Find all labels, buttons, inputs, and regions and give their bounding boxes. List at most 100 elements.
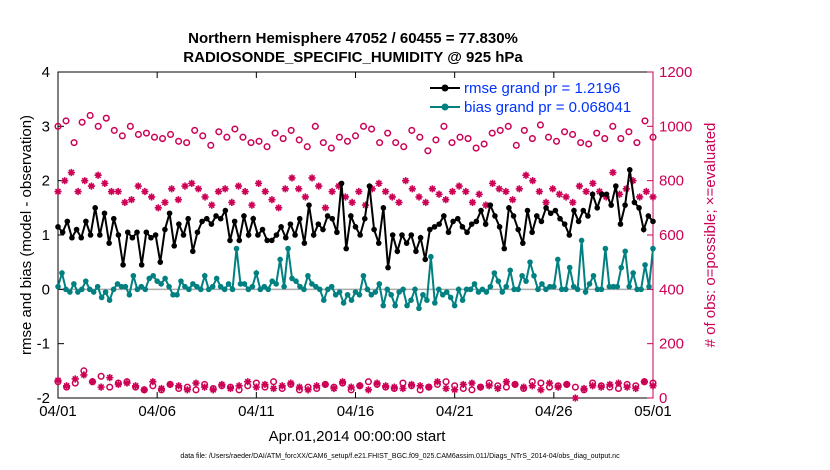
obs-possible-marker <box>62 117 70 125</box>
obs-evaluated-marker <box>355 187 363 196</box>
obs-evaluated-marker <box>252 383 260 391</box>
rmse-point <box>138 262 145 268</box>
bias-point <box>467 286 474 293</box>
bias-point <box>225 281 232 287</box>
bias-point <box>241 281 248 287</box>
obs-possible-marker <box>593 129 601 137</box>
bias-point <box>451 302 458 309</box>
rmse-point <box>199 218 205 225</box>
obs-possible-marker <box>601 135 609 143</box>
bias-point <box>265 286 272 293</box>
obs-evaluated-marker <box>214 187 223 196</box>
rmse-point <box>231 218 238 225</box>
bias-point <box>606 283 613 290</box>
bias-point <box>491 270 498 276</box>
obs-evaluated-marker <box>495 185 503 193</box>
bias-point <box>551 283 557 290</box>
obs-evaluated-marker <box>415 193 423 201</box>
obs-evaluated-marker <box>261 187 269 196</box>
obs-evaluated-marker <box>140 386 148 394</box>
obs-evaluated-marker <box>114 187 122 196</box>
rmse-point <box>645 213 652 219</box>
bias-point <box>229 286 236 293</box>
rmse-point <box>529 229 535 236</box>
rmse-point <box>208 221 215 227</box>
obs-evaluated-marker <box>451 386 459 394</box>
legend-label: rmse grand pr = 1.2196 <box>464 80 620 97</box>
bias-point <box>598 286 605 293</box>
obs-possible-marker <box>617 135 625 143</box>
obs-evaluated-marker <box>520 383 528 391</box>
obs-evaluated-marker <box>575 182 584 190</box>
bias-point <box>356 291 363 298</box>
obs-possible-marker <box>142 129 150 137</box>
obs-evaluated-marker <box>268 196 276 204</box>
obs-evaluated-marker <box>589 179 597 187</box>
y-left-tick-label: -2 <box>37 390 50 407</box>
rmse-point <box>287 221 294 227</box>
bias-point <box>368 291 375 298</box>
obs-evaluated-marker <box>395 198 403 206</box>
obs-possible-marker <box>167 130 175 139</box>
bias-point <box>527 259 533 265</box>
bias-point <box>463 286 470 293</box>
bias-point <box>213 275 220 282</box>
obs-possible-marker <box>384 129 392 137</box>
bias-point <box>582 289 589 295</box>
obs-evaluated-marker <box>475 190 483 198</box>
obs-evaluated-marker <box>640 378 648 386</box>
obs-possible-marker <box>480 140 488 148</box>
obs-evaluated-marker <box>209 386 217 394</box>
obs-evaluated-marker <box>157 384 166 393</box>
bias-point <box>432 300 438 306</box>
bias-point <box>281 283 287 290</box>
obs-possible-marker <box>400 143 408 151</box>
obs-possible-marker <box>223 133 231 141</box>
obs-possible-marker <box>158 135 167 143</box>
obs-evaluated-marker <box>168 185 176 193</box>
obs-evaluated-marker <box>188 179 196 187</box>
obs-evaluated-marker <box>632 384 640 393</box>
obs-evaluated-marker <box>221 185 229 193</box>
obs-evaluated-marker <box>181 182 189 190</box>
obs-evaluated-marker <box>301 193 309 201</box>
obs-evaluated-marker <box>235 382 243 390</box>
bias-point <box>487 283 494 290</box>
obs-possible-marker <box>270 378 278 386</box>
rmse-point <box>357 232 363 238</box>
y-right-tick-label: 400 <box>659 281 684 298</box>
bias-point <box>118 283 125 290</box>
obs-evaluated-marker <box>537 386 545 394</box>
obs-evaluated-marker <box>315 182 323 190</box>
obs-evaluated-marker <box>183 386 191 394</box>
rmse-point <box>69 234 75 241</box>
obs-evaluated-marker <box>455 182 463 190</box>
obs-possible-marker <box>327 144 335 152</box>
obs-possible-marker <box>97 372 105 380</box>
rmse-point <box>166 210 173 217</box>
rmse-point <box>441 213 447 219</box>
bias-point <box>547 283 553 290</box>
bias-point <box>142 286 149 293</box>
obs-possible-marker <box>641 117 649 125</box>
obs-evaluated-marker <box>433 378 442 386</box>
obs-possible-marker <box>537 379 545 387</box>
rmse-point <box>459 224 466 230</box>
y-left-tick-label: 2 <box>42 173 50 190</box>
obs-possible-marker <box>544 133 553 141</box>
obs-possible-marker <box>279 135 287 143</box>
obs-evaluated-marker <box>642 187 650 196</box>
obs-possible-marker <box>247 139 255 147</box>
y-right-tick-label: 1000 <box>659 118 692 135</box>
bias-point <box>471 281 478 287</box>
rmse-point <box>134 229 140 236</box>
obs-evaluated-marker <box>515 185 523 193</box>
bias-point <box>459 297 466 304</box>
rmse-point <box>640 226 647 233</box>
obs-evaluated-marker <box>476 383 485 391</box>
obs-evaluated-marker <box>134 182 142 190</box>
rmse-point <box>73 226 80 233</box>
obs-evaluated-marker <box>304 386 312 394</box>
rmse-point <box>203 215 210 222</box>
